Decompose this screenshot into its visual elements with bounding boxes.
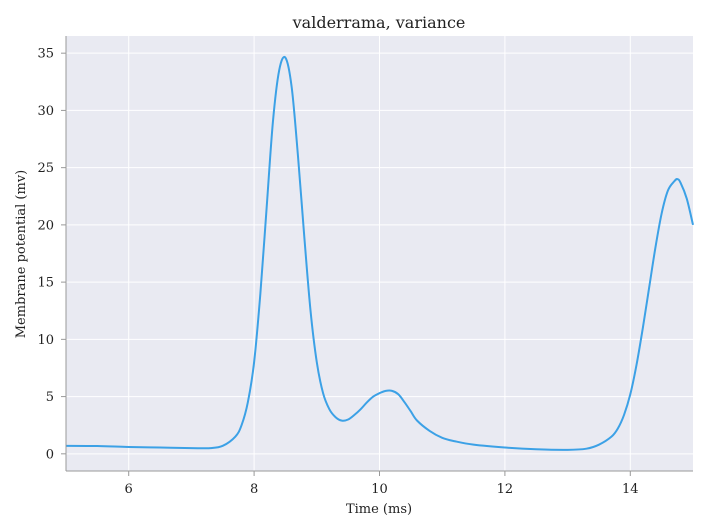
x-tick-label: 12 [497, 482, 514, 497]
y-axis-ticks: 0 5 10 15 20 25 30 35 [37, 47, 66, 462]
x-tick-label: 8 [250, 482, 258, 497]
x-axis-label: Time (ms) [346, 502, 412, 517]
y-tick-label: 0 [46, 447, 54, 462]
y-tick-label: 25 [37, 161, 54, 176]
y-tick-label: 5 [46, 390, 54, 405]
chart-title: valderrama, variance [292, 13, 466, 32]
y-tick-label: 35 [37, 47, 54, 62]
x-tick-label: 10 [371, 482, 388, 497]
series-line [65, 56, 694, 451]
y-tick-label: 30 [37, 104, 54, 119]
y-tick-label: 15 [37, 276, 54, 291]
y-tick-label: 20 [37, 218, 54, 233]
x-axis-ticks: 6 8 10 12 14 [125, 471, 639, 497]
x-tick-label: 6 [125, 482, 133, 497]
y-axis-label: Membrane potential (mv) [14, 170, 29, 339]
x-tick-label: 14 [622, 482, 639, 497]
gridlines [66, 36, 693, 471]
y-tick-label: 10 [37, 333, 54, 348]
